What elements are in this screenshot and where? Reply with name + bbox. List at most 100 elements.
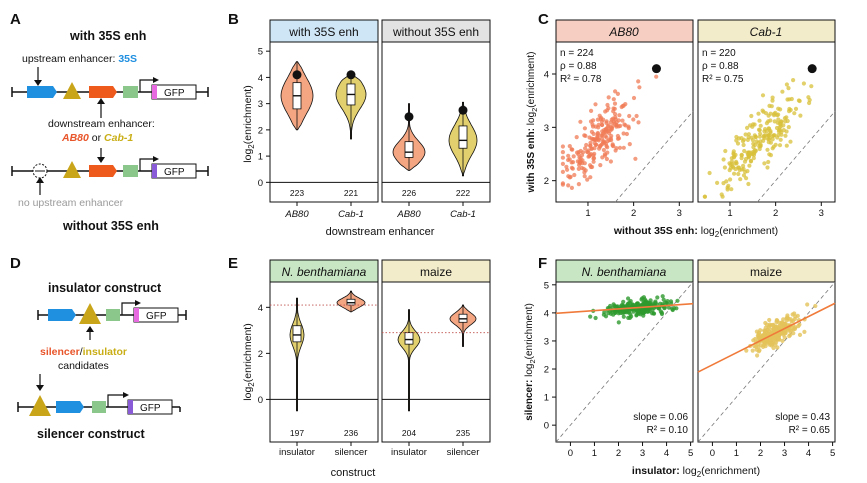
cab1-point [729,187,734,192]
ab80-point [604,135,609,140]
cab1-point [707,170,712,176]
stat-r2-ab80: R² = 0.78 [560,74,602,85]
panel-c-scatter-chart: AB80 Cab-1 with 35S enh: log2(enrichment… [526,19,836,239]
nbenth-point [636,308,641,313]
cab1-point [745,125,750,130]
ab80-point [610,143,615,148]
cab1-point [723,148,728,154]
box-b-without-cab1 [458,125,468,149]
cab1-point [772,111,777,116]
nbenth-point [618,310,623,315]
ab80-point [590,164,595,170]
x-tick-label-b-with-cab1: Cab-1 [338,209,364,220]
cab1-point [731,149,736,154]
ab80-point [594,137,599,142]
gfp-label-4: GFP [140,403,161,414]
cab1-point [776,129,782,134]
ab80-point [569,185,575,190]
c-x-tick-label: 3 [819,208,824,219]
cab1-point [729,161,735,166]
ab80-point [591,131,596,136]
ab80-point [606,95,611,100]
count-label-b-without-cab1: 222 [456,188,470,198]
ab80-point [636,79,641,84]
ab80-point [585,150,591,155]
cab1-point [773,142,778,147]
c-y-tick-label: 3 [544,123,549,134]
identity-line [757,111,836,203]
maize-point [744,348,749,353]
nbenth-point [613,310,618,315]
cab1-point [798,113,803,118]
nbenth-point [588,314,593,319]
c-x-tick-label: 1 [585,208,590,219]
ab80-point [609,133,614,139]
cab1-point [739,152,744,157]
ab80-point [621,103,626,108]
cab1-point [770,137,775,142]
cab1-point [757,144,762,149]
cab1-point [748,159,754,164]
cab1-point [756,111,761,116]
nbenth-point [670,307,675,313]
count-label-b-with-ab80: 223 [290,188,304,198]
cab1-point [731,152,736,157]
nbenth-point [621,303,626,309]
cab1-point [783,133,788,138]
maize-point [766,325,772,330]
f-x-tick-label: 2 [616,448,621,459]
maize-point [797,332,803,337]
candidates-label-2: candidates [58,360,109,372]
ab80-point [636,120,641,125]
cab1-point [784,143,789,148]
cab1-point [766,140,771,145]
cab1-point [721,181,726,186]
nbenth-point [626,302,631,307]
cab1-point [746,135,751,140]
x-tick-label-b-without-cab1: Cab-1 [450,209,476,220]
cab1-point [758,123,763,128]
cab1-point [741,166,746,172]
ab80-point [583,133,588,138]
cab1-point [746,155,751,160]
ab80-point [582,170,587,175]
cab1-point [734,138,739,143]
ab80-point [627,113,632,119]
cab1-point [757,118,762,123]
ab80-point [614,124,619,129]
panel-e-ylabel: log2(enrichment) [242,323,256,400]
panel-letter-f: F [538,255,547,272]
panel-e-violin-chart: N. benthamiana maize log2(enrichment) co… [242,259,491,479]
maize-point [792,326,798,331]
strip-cab1-label: Cab-1 [750,25,783,39]
ab80-point [634,113,639,119]
nbenth-point [608,303,613,309]
y-tick-label: 4 [258,303,263,314]
cab1-point [784,82,790,87]
cab1-point [757,134,763,139]
cab1-point [782,116,788,121]
f-y-tick-label: 5 [544,280,549,291]
cab1-point [751,156,756,161]
ab80-point [572,172,577,178]
cab1-point [780,89,785,94]
cab1-point [763,111,769,116]
x-tick-label-e-maize-silencer: silencer [447,447,480,458]
ab80-point [592,151,597,156]
ab80-point [576,182,582,187]
panel-f-scatter-chart: N. benthamiana maize silencer: log2(enri… [524,259,836,479]
ab80-point [579,165,585,171]
ab80-point [613,115,618,120]
ab80-point [560,161,566,166]
cab1-point [738,177,743,182]
c-x-tick-label: 3 [677,208,682,219]
strip-ab80-label: AB80 [608,25,639,39]
cab1-point [768,153,774,158]
cab1-point [788,139,793,144]
cab1-point [702,194,708,199]
maize-point [761,344,766,349]
cab1-point [725,187,730,192]
ab80-point [593,102,598,107]
y-tick-label: 3 [258,99,263,110]
